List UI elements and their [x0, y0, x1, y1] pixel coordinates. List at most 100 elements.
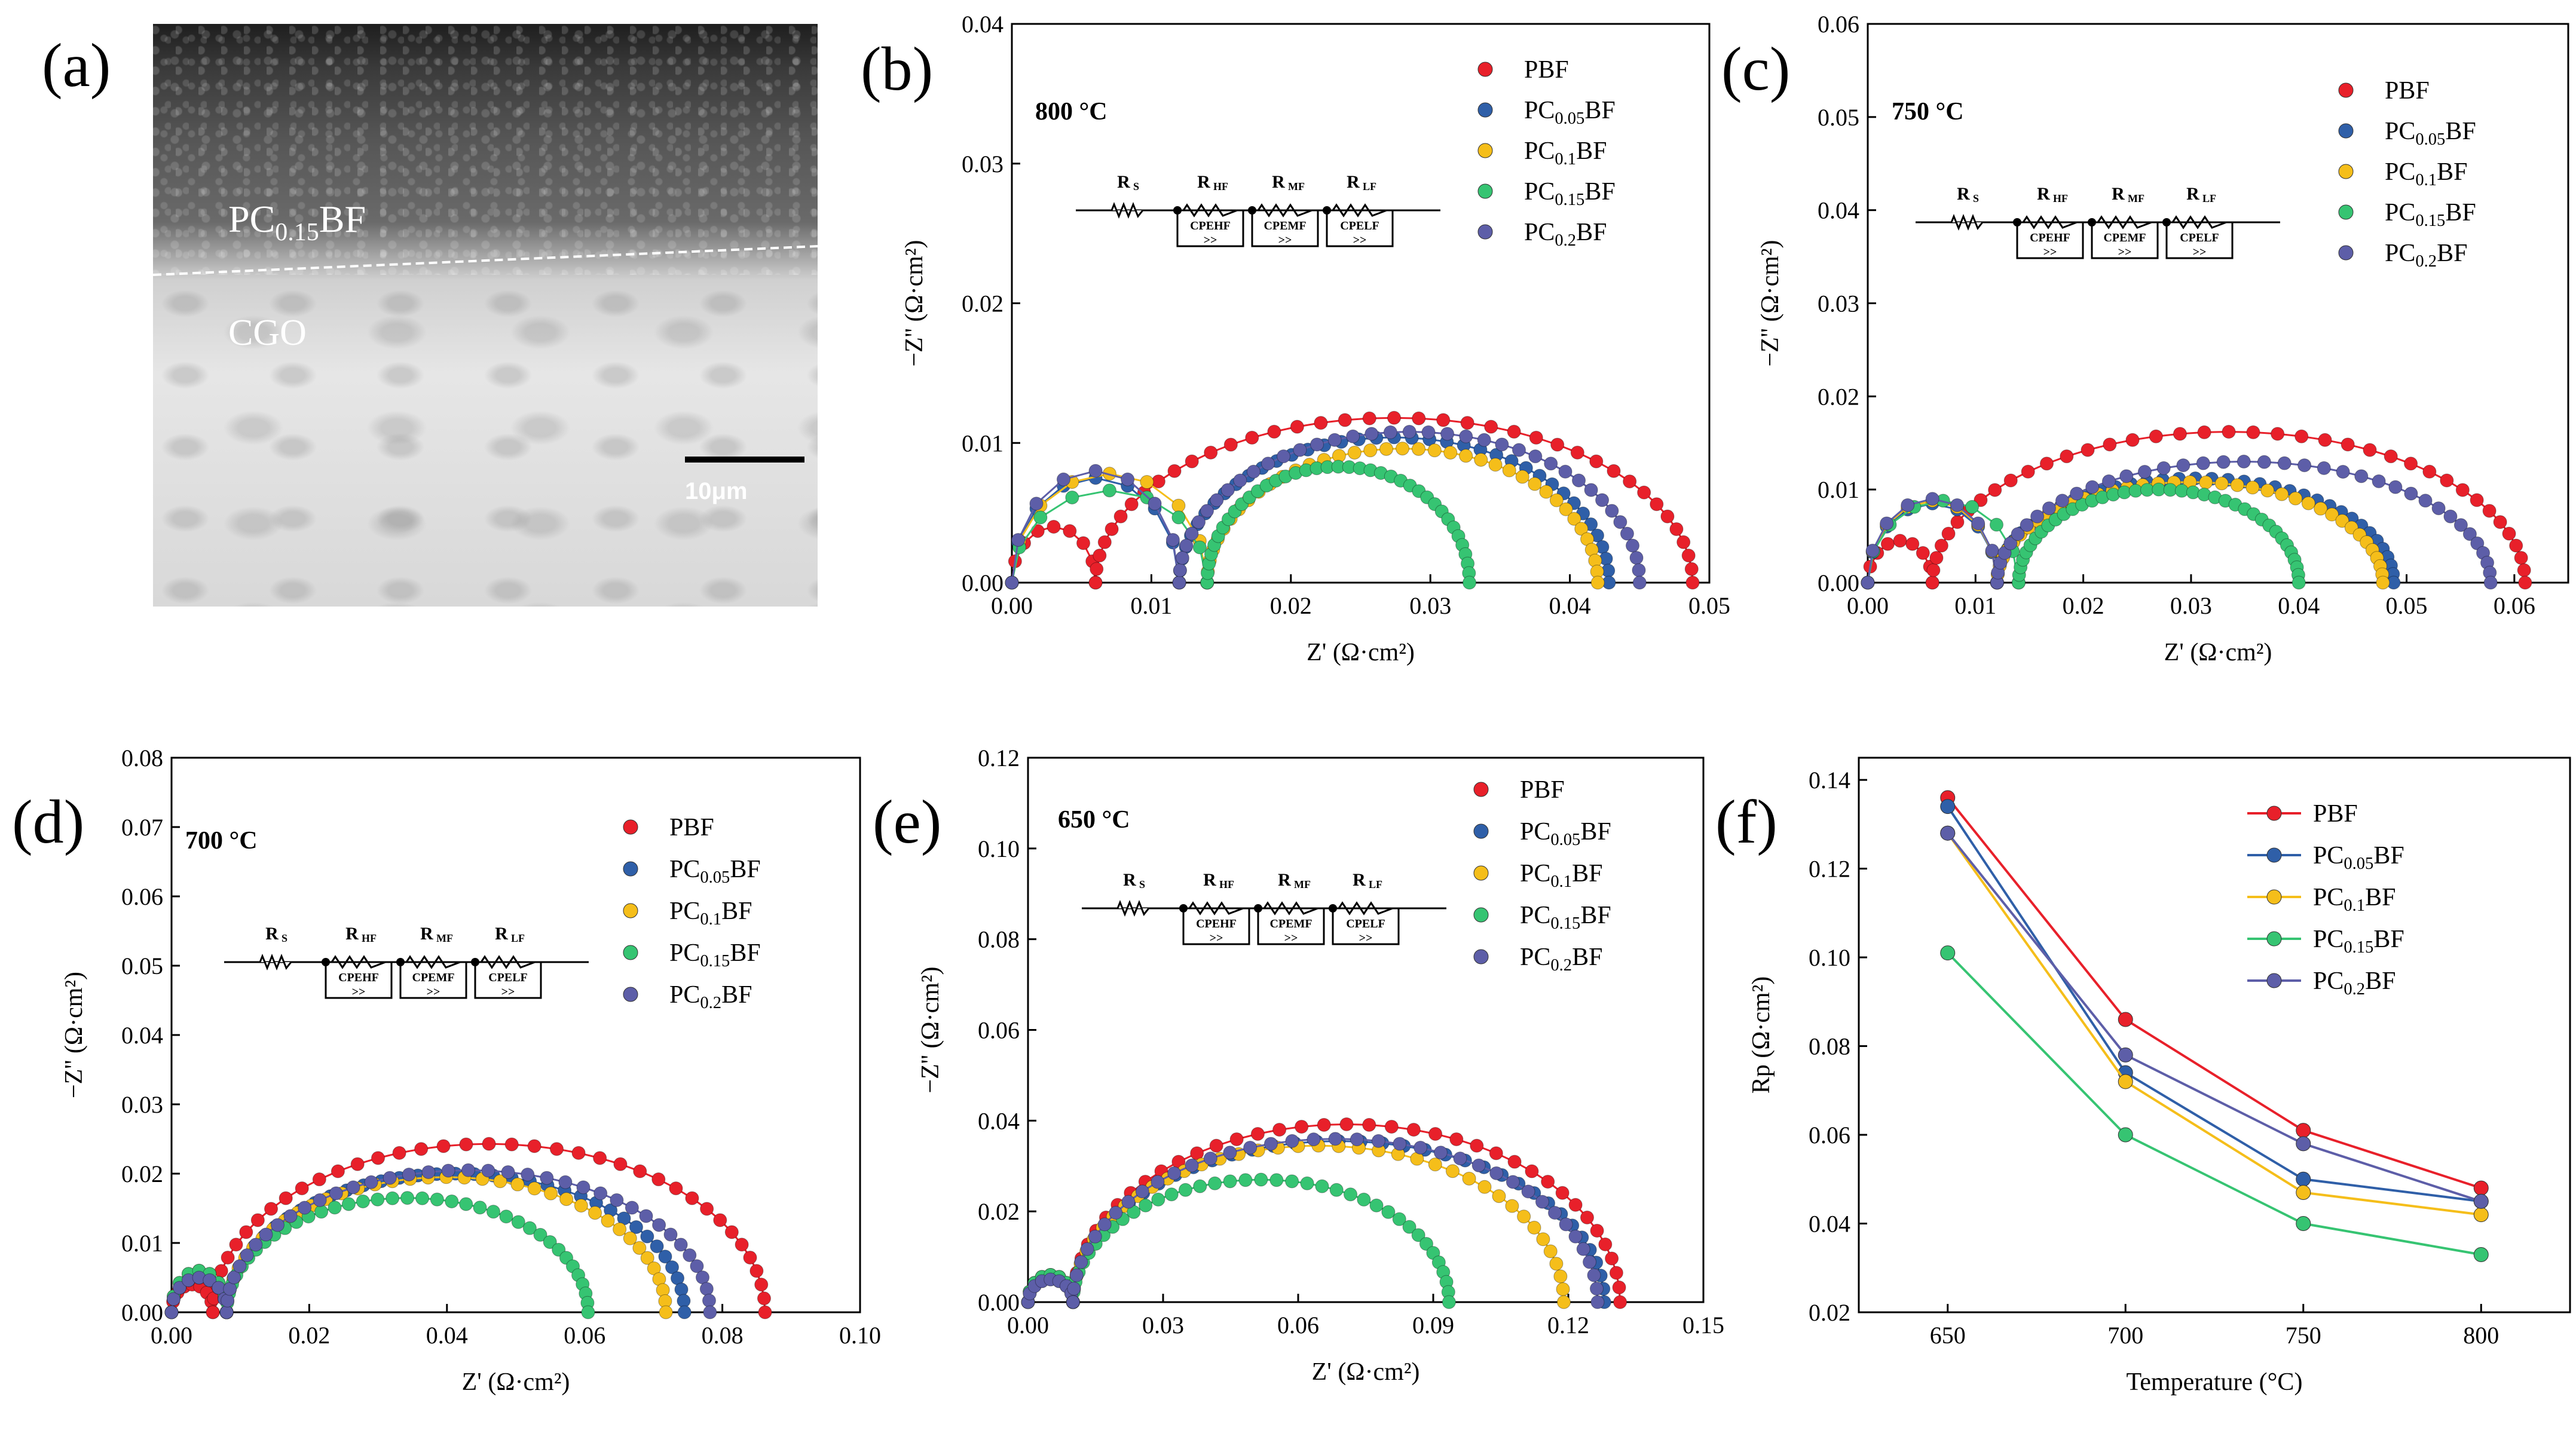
data-point	[1548, 1206, 1562, 1220]
legend-marker	[2266, 931, 2282, 947]
data-point	[2216, 455, 2231, 469]
data-point	[527, 1181, 541, 1196]
panel-tag: (c)	[1721, 35, 1790, 103]
data-point	[1629, 550, 1644, 565]
data-point	[482, 1137, 496, 1151]
data-point	[1209, 1138, 1223, 1153]
data-point	[674, 1282, 689, 1297]
legend-label: PC0.15BF	[1520, 902, 1611, 933]
series-line	[1947, 952, 2482, 1256]
y-tick-label: 0.03	[1818, 290, 1859, 317]
data-point	[1088, 1229, 1102, 1244]
legend-marker	[1477, 143, 1493, 158]
data-point	[2173, 427, 2187, 441]
data-point	[1549, 1257, 1564, 1271]
y-tick-label: 0.04	[1818, 197, 1859, 224]
data-point	[203, 1273, 217, 1287]
data-point	[677, 1294, 691, 1308]
data-point	[1063, 524, 1077, 538]
data-point	[1192, 515, 1206, 529]
data-point	[2297, 458, 2312, 473]
data-point	[2085, 480, 2100, 494]
data-point	[2376, 575, 2390, 590]
data-point	[685, 1191, 699, 1205]
legend-label: PC0.15BF	[669, 939, 761, 970]
data-point	[2473, 1180, 2489, 1196]
data-point	[1210, 493, 1224, 507]
data-point	[1293, 443, 1307, 457]
legend-label: PC0.15BF	[2313, 926, 2404, 957]
circuit-cpe-label: CPEMF	[2103, 231, 2146, 244]
data-point	[1338, 413, 1352, 427]
data-point	[2003, 536, 2018, 550]
data-point	[1925, 575, 1939, 590]
data-point	[640, 1251, 654, 1265]
data-point	[2341, 437, 2355, 452]
circuit-sub: MF	[1288, 180, 1305, 192]
series-line	[1947, 832, 2482, 1203]
data-point	[1192, 540, 1207, 555]
data-point	[588, 1206, 602, 1220]
data-point	[2257, 455, 2271, 469]
x-tick-label: 650	[1930, 1322, 1966, 1349]
data-point	[1200, 504, 1214, 518]
series-line	[1947, 806, 2482, 1203]
y-tick-label: 0.00	[962, 569, 1004, 596]
circuit-cpe-label: CPEMF	[1269, 917, 1312, 930]
data-point	[1365, 427, 1379, 441]
data-point	[1272, 1123, 1287, 1137]
data-point	[1102, 483, 1116, 498]
legend-label: PC0.15BF	[1524, 178, 1616, 209]
data-point	[1989, 518, 2003, 532]
data-point	[1088, 575, 1103, 590]
x-tick-label: 0.00	[991, 592, 1033, 619]
legend-label: PC0.2BF	[2313, 967, 2396, 999]
data-point	[2196, 456, 2210, 470]
data-point	[2118, 1127, 2133, 1143]
data-point	[1267, 424, 1281, 439]
data-point	[486, 1205, 500, 1219]
data-point	[2453, 518, 2468, 532]
data-point	[1269, 1173, 1284, 1187]
circuit-cpe-symbol: >>	[2043, 246, 2057, 259]
data-point	[1047, 520, 1061, 534]
data-point	[1934, 538, 1948, 553]
data-point	[415, 1191, 430, 1205]
data-point	[1419, 1236, 1433, 1251]
circuit-label: R	[1278, 870, 1291, 890]
data-point	[1433, 1146, 1448, 1160]
data-point	[314, 1205, 329, 1219]
data-point	[1572, 473, 1586, 488]
data-point	[1489, 1166, 1504, 1180]
data-point	[2455, 483, 2470, 497]
data-point	[430, 1192, 444, 1207]
data-point	[659, 1305, 673, 1319]
y-tick-label: 0.01	[121, 1230, 163, 1257]
panel-tag: (b)	[861, 35, 933, 103]
data-point	[2003, 473, 2018, 488]
data-point	[2081, 443, 2095, 457]
panel-a-tag: (a)	[42, 31, 111, 100]
data-point	[1393, 1137, 1407, 1151]
data-point	[1543, 1244, 1558, 1258]
circuit-label: R	[1957, 184, 1970, 204]
legend-label: PC0.1BF	[1524, 137, 1607, 169]
circuit-sub: HF	[1213, 180, 1228, 192]
data-point	[2030, 509, 2045, 523]
data-point	[576, 1180, 591, 1195]
legend-marker	[2266, 973, 2282, 988]
legend-label: PBF	[669, 814, 714, 841]
data-point	[511, 1215, 525, 1229]
circuit-label: R	[2112, 184, 2125, 204]
data-point	[2156, 461, 2171, 475]
data-point	[703, 1305, 717, 1319]
data-point	[2317, 461, 2331, 475]
data-point	[1065, 490, 1079, 504]
circuit-cpe-label: CPEHF	[2030, 231, 2070, 244]
data-point	[421, 1165, 436, 1179]
y-tick-label: 0.06	[121, 883, 163, 910]
circuit-cpe-symbol: >>	[427, 985, 440, 999]
data-point	[2021, 464, 2035, 479]
data-point	[2294, 429, 2309, 443]
data-point	[1506, 1175, 1520, 1189]
